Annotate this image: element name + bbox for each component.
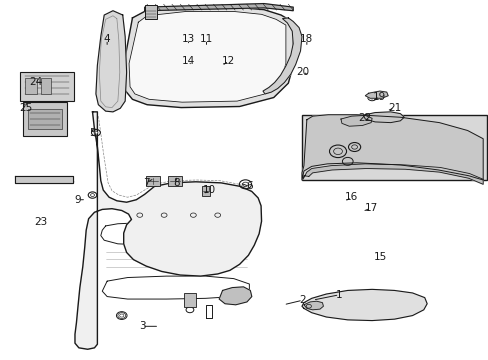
Polygon shape [363, 112, 404, 123]
Text: 9: 9 [75, 195, 81, 205]
Polygon shape [304, 301, 323, 310]
FancyBboxPatch shape [183, 293, 196, 307]
Text: 16: 16 [345, 192, 358, 202]
FancyBboxPatch shape [145, 5, 157, 19]
FancyBboxPatch shape [168, 176, 182, 186]
Text: 1: 1 [335, 290, 342, 300]
Polygon shape [144, 4, 293, 11]
Text: 23: 23 [34, 217, 47, 227]
Polygon shape [365, 91, 387, 98]
Polygon shape [302, 289, 427, 320]
FancyBboxPatch shape [41, 78, 51, 94]
FancyBboxPatch shape [23, 102, 67, 136]
Text: 17: 17 [364, 203, 377, 213]
Ellipse shape [94, 131, 98, 134]
Polygon shape [340, 116, 371, 126]
FancyBboxPatch shape [25, 78, 37, 94]
FancyBboxPatch shape [302, 115, 486, 180]
FancyBboxPatch shape [28, 109, 62, 129]
Text: 2: 2 [299, 295, 305, 305]
Text: 12: 12 [222, 56, 235, 66]
FancyBboxPatch shape [20, 72, 74, 102]
Polygon shape [129, 12, 285, 102]
Text: 20: 20 [296, 67, 309, 77]
Text: 14: 14 [182, 56, 195, 66]
FancyBboxPatch shape [201, 186, 209, 197]
Polygon shape [263, 18, 302, 94]
Text: 4: 4 [103, 35, 110, 44]
Polygon shape [219, 287, 251, 305]
Text: 24: 24 [29, 77, 42, 87]
Text: 5: 5 [89, 128, 96, 138]
Polygon shape [302, 115, 482, 180]
Text: 3: 3 [139, 321, 145, 331]
Text: 10: 10 [203, 185, 216, 195]
Text: 8: 8 [173, 178, 179, 188]
Polygon shape [96, 11, 126, 112]
Polygon shape [123, 7, 293, 108]
Text: 21: 21 [387, 103, 400, 113]
Text: 15: 15 [373, 252, 386, 262]
FancyBboxPatch shape [145, 176, 160, 186]
Text: 6: 6 [245, 181, 252, 192]
Text: 7: 7 [142, 178, 149, 188]
Text: 25: 25 [20, 103, 33, 113]
Text: 19: 19 [372, 92, 386, 102]
Polygon shape [15, 176, 73, 183]
Text: 18: 18 [300, 35, 313, 44]
Text: 13: 13 [182, 35, 195, 44]
Polygon shape [75, 112, 261, 349]
Polygon shape [303, 164, 482, 184]
Text: 11: 11 [200, 35, 213, 44]
Text: 22: 22 [358, 113, 371, 123]
